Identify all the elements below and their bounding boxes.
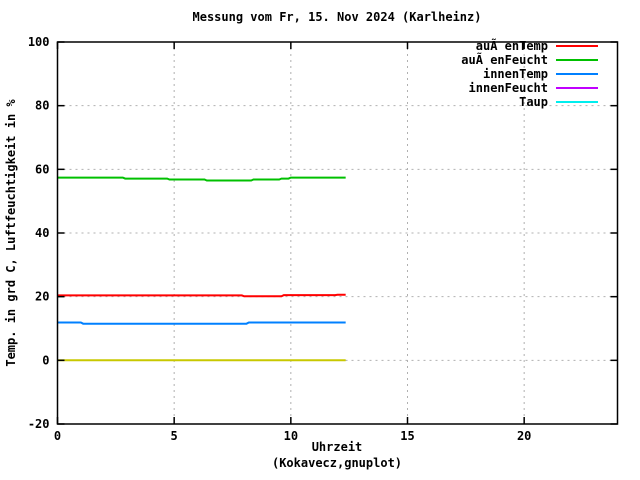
legend-label-auÃ enTemp: auÃ enTemp xyxy=(476,38,548,53)
series-layer xyxy=(57,176,346,362)
y-axis-label: Temp. in grd C, Luftfeuchtigkeit in % xyxy=(4,99,18,367)
y-tick-label-0: 0 xyxy=(42,353,49,367)
series-line-auÃ enTemp xyxy=(57,293,346,298)
x-tick-label-15: 15 xyxy=(400,429,414,443)
x-axis-label: Uhrzeit xyxy=(312,440,363,454)
x-tick-label-0: 0 xyxy=(54,429,61,443)
x-tick-label-20: 20 xyxy=(517,429,531,443)
y-tick-label-40: 40 xyxy=(35,226,49,240)
legend-label-auÃ enFeucht: auÃ enFeucht xyxy=(461,52,548,67)
x-tick-label-5: 5 xyxy=(171,429,178,443)
legend-label-Taup: Taup xyxy=(519,95,548,109)
y-tick-label--20: -20 xyxy=(28,417,50,431)
chart-title: Messung vom Fr, 15. Nov 2024 (Karlheinz) xyxy=(193,10,482,24)
y-tick-label-80: 80 xyxy=(35,99,49,113)
x-tick-label-10: 10 xyxy=(284,429,298,443)
legend-label-innenTemp: innenTemp xyxy=(483,67,548,81)
tick-label-layer: 0 5 10 15 20 -20 0 20 40 60 80 100 xyxy=(28,35,532,443)
y-tick-label-60: 60 xyxy=(35,162,49,176)
legend-label-innenFeucht: innenFeucht xyxy=(469,81,548,95)
y-tick-label-100: 100 xyxy=(28,35,50,49)
series-line-auÃ enFeucht xyxy=(57,176,346,182)
y-tick-label-20: 20 xyxy=(35,290,49,304)
x-axis-sublabel: (Kokavecz,gnuplot) xyxy=(272,456,402,470)
tick-layer xyxy=(56,41,618,425)
series-line-innenTemp xyxy=(57,321,346,325)
